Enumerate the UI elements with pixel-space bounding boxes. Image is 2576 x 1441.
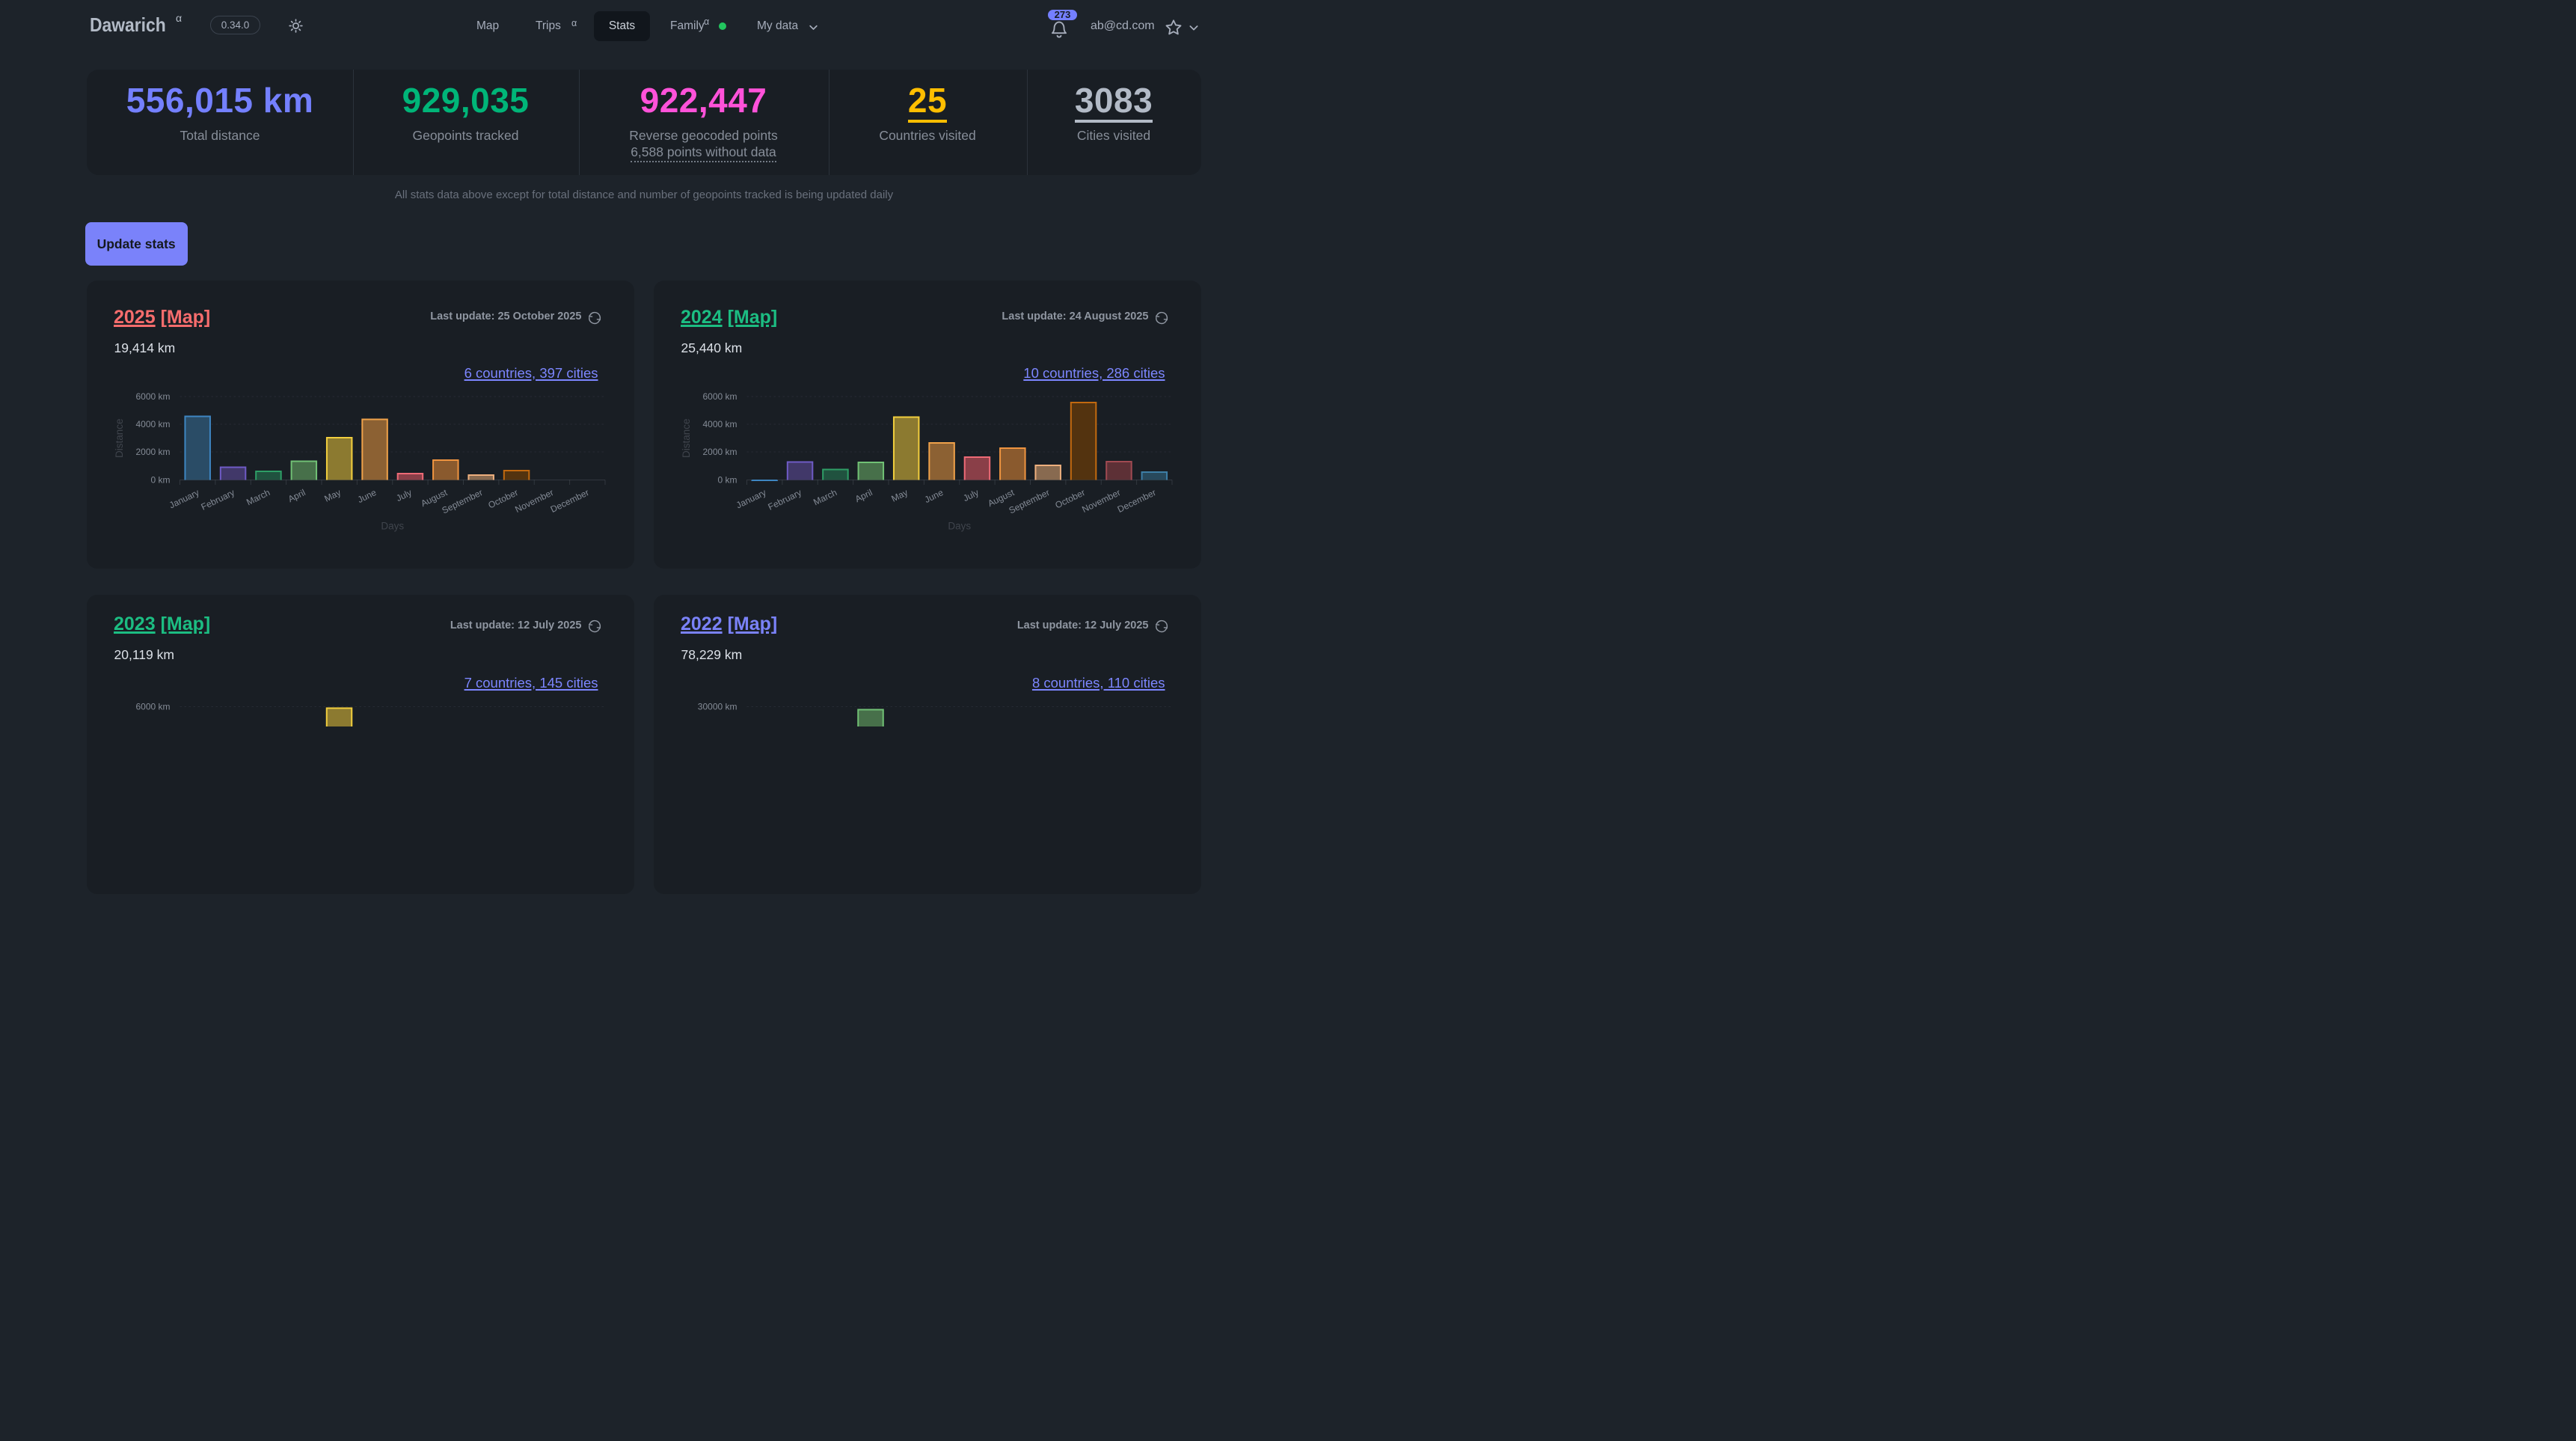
- svg-text:September: September: [441, 487, 485, 515]
- svg-text:Days: Days: [381, 521, 404, 532]
- svg-text:April: April: [286, 487, 307, 504]
- svg-text:6000 km: 6000 km: [135, 391, 170, 402]
- svg-text:March: March: [245, 487, 272, 507]
- svg-text:Distance: Distance: [114, 418, 125, 458]
- svg-text:January: January: [168, 487, 201, 510]
- svg-text:June: June: [356, 487, 378, 505]
- svg-text:March: March: [812, 487, 838, 507]
- svg-text:July: July: [961, 487, 980, 504]
- svg-text:2000 km: 2000 km: [135, 447, 170, 457]
- svg-text:Days: Days: [948, 521, 971, 532]
- svg-text:6000 km: 6000 km: [702, 391, 737, 402]
- svg-text:0 km: 0 km: [150, 475, 170, 486]
- svg-text:May: May: [322, 487, 343, 504]
- svg-text:6000 km: 6000 km: [135, 701, 170, 712]
- svg-text:2000 km: 2000 km: [702, 447, 737, 457]
- svg-text:July: July: [394, 487, 413, 504]
- svg-text:December: December: [1116, 487, 1158, 515]
- svg-text:0 km: 0 km: [717, 475, 737, 486]
- svg-text:May: May: [889, 487, 910, 504]
- svg-text:30000 km: 30000 km: [698, 701, 737, 712]
- svg-text:November: November: [513, 487, 555, 515]
- svg-text:February: February: [767, 487, 803, 513]
- svg-text:April: April: [853, 487, 874, 504]
- svg-text:4000 km: 4000 km: [135, 419, 170, 429]
- svg-text:November: November: [1080, 487, 1122, 515]
- svg-text:February: February: [200, 487, 236, 513]
- svg-text:Distance: Distance: [681, 418, 692, 458]
- svg-text:January: January: [735, 487, 768, 510]
- svg-text:4000 km: 4000 km: [702, 419, 737, 429]
- svg-text:September: September: [1008, 487, 1052, 515]
- svg-text:December: December: [549, 487, 591, 515]
- svg-text:June: June: [923, 487, 945, 505]
